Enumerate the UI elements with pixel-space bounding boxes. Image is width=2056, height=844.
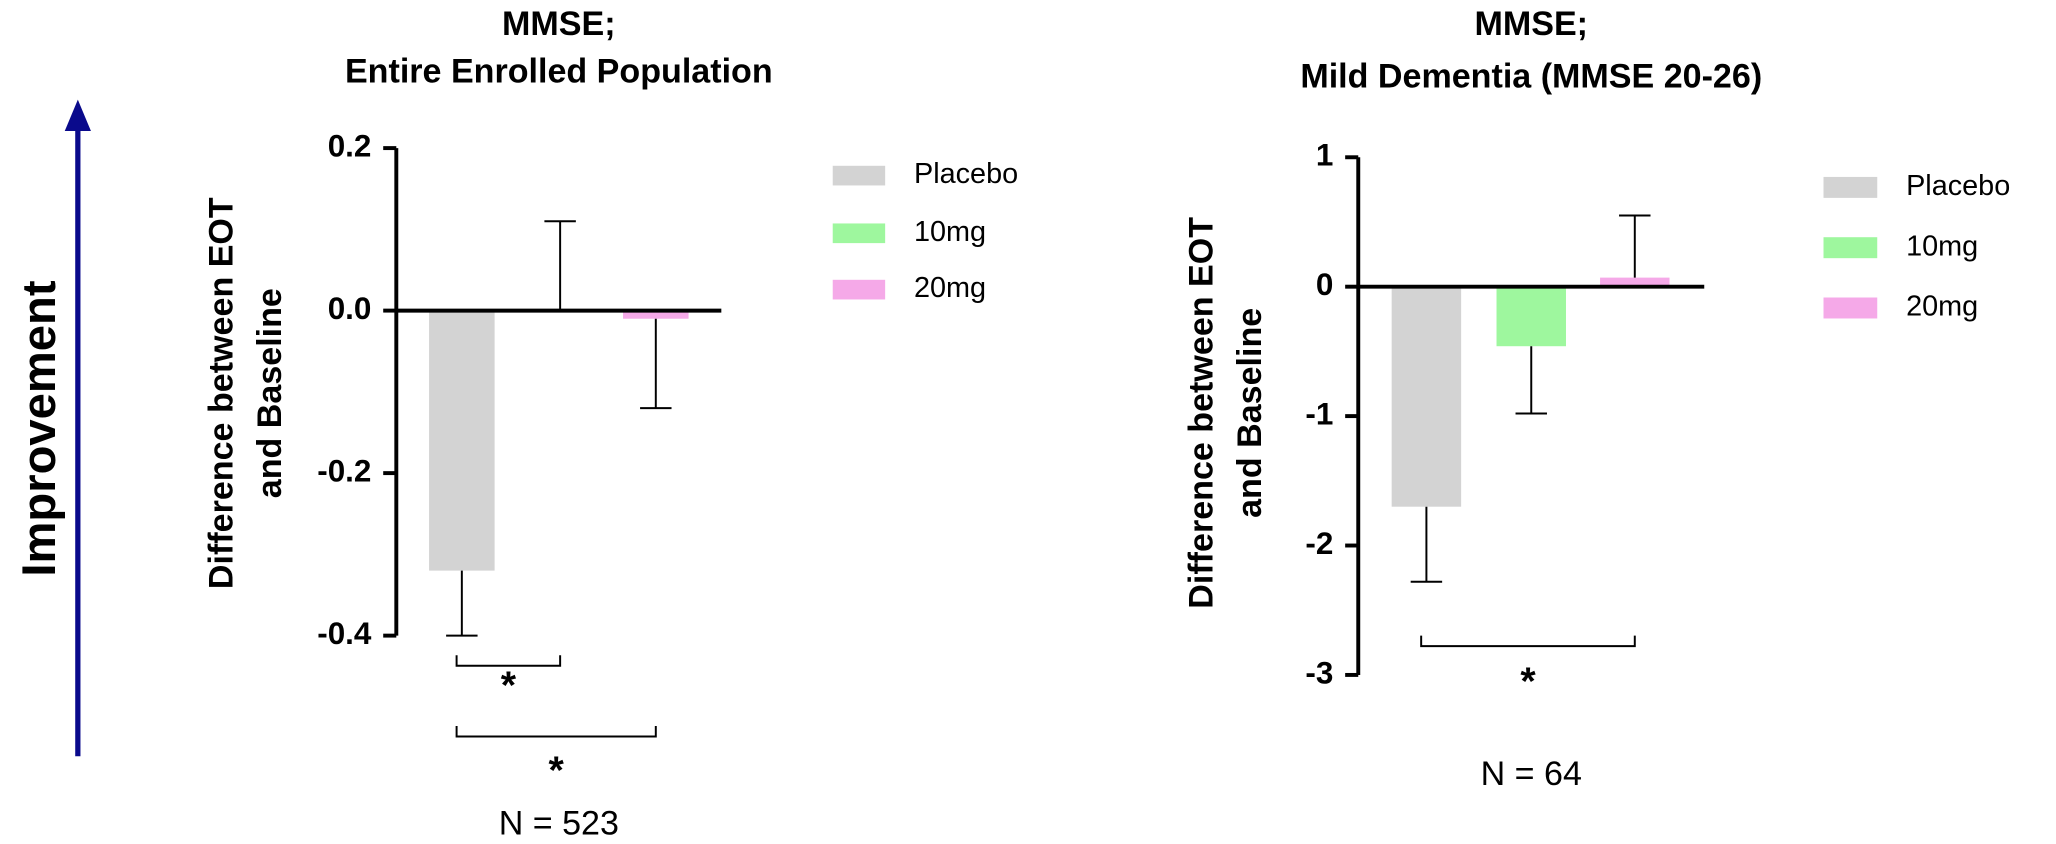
- y-tick-label: -3: [1305, 655, 1333, 690]
- y-tick-label: -0.4: [317, 616, 372, 651]
- legend-swatch: [832, 165, 886, 186]
- legend-swatch: [1823, 297, 1878, 319]
- chart-title: MMSE;: [1474, 5, 1588, 43]
- y-tick-label: 1: [1316, 138, 1333, 173]
- significance-bracket: [1420, 635, 1636, 648]
- legend-label: Placebo: [914, 158, 1018, 190]
- y-axis-label: and Baseline: [1231, 308, 1269, 518]
- legend-swatch: [1823, 237, 1878, 259]
- y-axis-label: and Baseline: [251, 288, 289, 498]
- bar: [623, 310, 689, 319]
- significance-bracket: [455, 726, 657, 738]
- y-tick-label: 0: [1316, 267, 1333, 302]
- significance-label: *: [549, 749, 565, 793]
- chart-title: Mild Dementia (MMSE 20-26): [1300, 58, 1762, 96]
- y-tick-label: -2: [1305, 526, 1333, 561]
- bar: [1496, 286, 1566, 347]
- significance-label: *: [1520, 660, 1536, 704]
- arrow-head: [64, 99, 91, 132]
- side-label: Improvement: [12, 280, 65, 576]
- legend-swatch: [832, 279, 886, 300]
- significance-label: *: [501, 663, 517, 707]
- significance-bracket: [455, 655, 562, 667]
- legend-label: 10mg: [1906, 230, 1978, 262]
- bar: [1600, 277, 1670, 287]
- y-tick-label: 0.2: [328, 128, 372, 163]
- y-axis-label: Difference between EOT: [202, 197, 240, 589]
- legend-label: 20mg: [914, 272, 986, 304]
- bar: [429, 310, 495, 571]
- y-tick-label: 0.0: [328, 291, 372, 326]
- y-tick-label: -1: [1305, 396, 1333, 431]
- legend-label: 10mg: [914, 216, 986, 248]
- y-tick-label: -0.2: [317, 453, 371, 488]
- legend-label: Placebo: [1906, 170, 2010, 202]
- legend-label: 20mg: [1906, 291, 1978, 323]
- chart-title: Entire Enrolled Population: [345, 52, 773, 90]
- legend-swatch: [832, 223, 886, 244]
- bar: [1391, 286, 1462, 507]
- chart-title: MMSE;: [502, 5, 616, 43]
- legend-swatch: [1823, 176, 1878, 198]
- sample-size: N = 523: [499, 805, 619, 843]
- sample-size: N = 64: [1481, 755, 1582, 793]
- y-axis-label: Difference between EOT: [1183, 217, 1221, 609]
